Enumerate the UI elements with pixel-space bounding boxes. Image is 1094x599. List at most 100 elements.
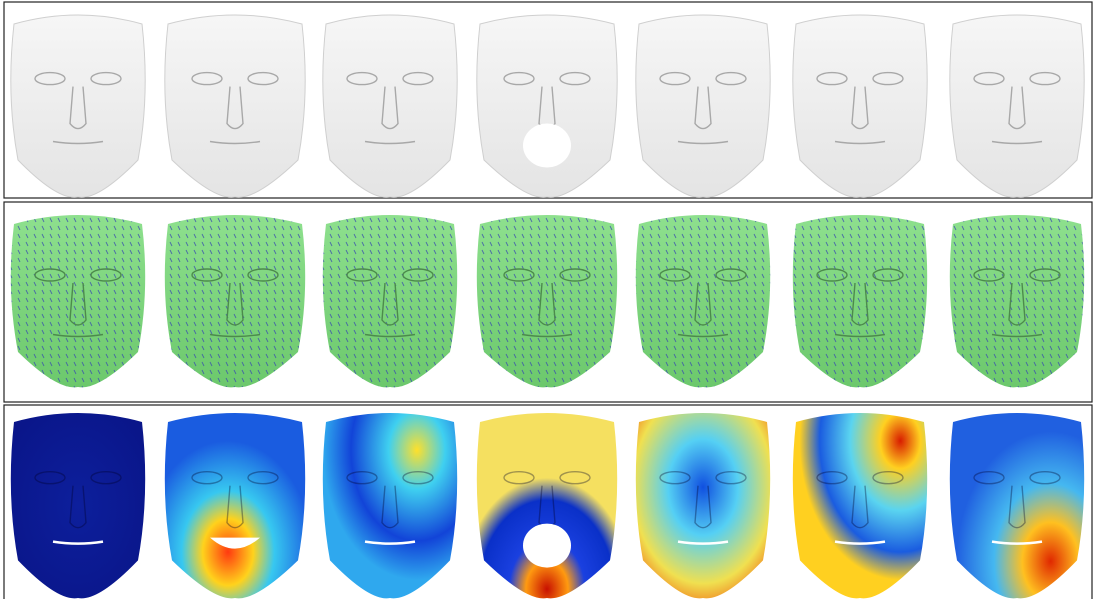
face [322,14,458,198]
eye [973,71,1005,86]
eye [503,470,535,485]
nose [538,282,556,326]
mouth [677,140,729,145]
displacement-field [949,215,1085,388]
nose [1008,485,1026,529]
displacement-field [10,215,146,388]
nose [851,86,869,130]
eye [659,71,691,86]
panel-border [3,201,1093,403]
eye [1029,268,1061,282]
eye [503,268,535,282]
face [322,413,458,599]
eye [247,71,279,86]
mouth [209,140,261,145]
mouth [209,333,261,338]
open-mouth [523,123,571,168]
mouth [677,333,729,338]
face [635,413,771,599]
nose [694,86,712,130]
mouth [521,333,573,338]
nose [69,282,87,326]
mouth [52,333,104,338]
mouth [364,333,416,338]
eye [191,470,223,485]
eye [90,268,122,282]
eye [559,268,591,282]
nose [851,282,869,326]
eye [872,268,904,282]
nose [226,485,244,529]
eye [715,71,747,86]
eye [1029,470,1061,485]
eye [34,71,66,86]
eye [34,268,66,282]
eye [402,71,434,86]
mouth [364,540,416,545]
eye [715,268,747,282]
eye [715,470,747,485]
nose [851,485,869,529]
nose [69,86,87,130]
nose [381,86,399,130]
eye [973,268,1005,282]
nose [226,86,244,130]
eye [973,470,1005,485]
face [476,413,618,599]
eye [90,71,122,86]
face [949,14,1085,198]
mouth [677,540,729,545]
mouth [210,537,260,549]
eye [559,470,591,485]
panel-border [3,404,1093,599]
nose [381,282,399,326]
mouth [991,140,1043,145]
face [164,413,306,599]
eye [816,268,848,282]
eye [816,470,848,485]
face [792,14,928,198]
mouth [991,333,1043,338]
eye [659,470,691,485]
mouth [364,140,416,145]
face [10,14,146,198]
eye [659,268,691,282]
displacement-field [792,215,928,388]
eye [247,470,279,485]
face [476,14,618,198]
eye [816,71,848,86]
nose [694,485,712,529]
displacement-field [476,215,618,388]
eye [90,470,122,485]
face [635,14,771,198]
eye [346,470,378,485]
eye [402,470,434,485]
eye [34,470,66,485]
eye [402,268,434,282]
eye [872,470,904,485]
mouth [834,333,886,338]
nose [1008,86,1026,130]
mouth [834,140,886,145]
displacement-field [322,215,458,388]
open-mouth [523,523,571,568]
eye [559,71,591,86]
eye [872,71,904,86]
face [164,14,306,198]
nose [69,485,87,529]
eye [247,268,279,282]
panel-border [3,1,1093,199]
eye [1029,71,1061,86]
face [949,413,1085,599]
mouth [52,540,104,545]
mouth [52,140,104,145]
displacement-field [635,215,771,388]
displacement-field [164,215,306,388]
face [792,413,928,599]
eye [191,71,223,86]
nose [226,282,244,326]
mouth [991,540,1043,545]
nose [694,282,712,326]
eye [191,268,223,282]
